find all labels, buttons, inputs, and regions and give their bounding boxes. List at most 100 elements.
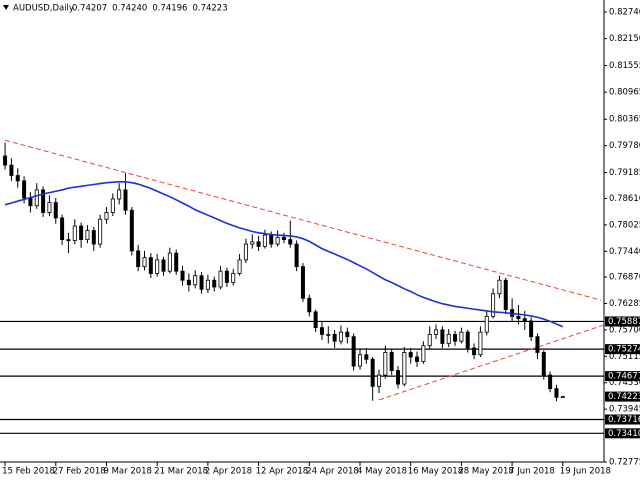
candle-body: [446, 334, 451, 344]
candle-body: [275, 236, 280, 245]
candle-body: [186, 279, 191, 286]
candle-body: [123, 189, 128, 211]
header-value: 0.74240: [112, 4, 147, 14]
candle-body: [60, 217, 65, 240]
candle-body: [79, 225, 84, 240]
candle-body: [503, 279, 508, 310]
candle-body: [15, 175, 20, 182]
candle-body: [256, 241, 261, 247]
candle-body: [167, 252, 172, 272]
level-label-box: [605, 316, 640, 327]
candle-body: [408, 352, 413, 358]
candle-body: [434, 329, 439, 335]
candle-body: [560, 396, 565, 399]
candle-body: [364, 354, 369, 360]
level-label-box: [605, 414, 640, 425]
x-tick-label: 15 Feb 2018: [2, 467, 55, 477]
header-value: 0.74223: [192, 4, 227, 14]
trend-line: [4, 139, 601, 301]
y-tick-label: 0.81555: [609, 61, 640, 71]
candle-body: [535, 336, 540, 353]
candle-body: [224, 270, 229, 283]
candle-body: [465, 331, 470, 349]
candle-body: [47, 202, 52, 213]
candle-body: [383, 352, 388, 376]
y-tick-label: 0.78025: [609, 220, 640, 230]
bid-label-box: [605, 391, 640, 402]
x-tick-label: 24 Apr 2018: [306, 467, 359, 477]
candle-body: [357, 354, 362, 367]
candle-body: [22, 180, 27, 199]
candle-body: [319, 327, 324, 335]
y-tick-label: 0.79185: [609, 168, 640, 178]
candle-body: [91, 230, 96, 245]
candle-body: [338, 331, 343, 342]
level-label: 0.75274: [608, 345, 640, 355]
candle-body: [440, 329, 445, 344]
candle-body: [9, 164, 14, 176]
candle-body: [205, 279, 210, 290]
y-tick-label: 0.80965: [609, 88, 640, 98]
candle-body: [453, 334, 458, 342]
chart-title: AUDUSD,Daily: [13, 4, 74, 14]
candle-body: [421, 345, 426, 362]
candle-body: [117, 189, 122, 200]
candle-body: [142, 257, 147, 268]
candle-body: [262, 234, 267, 247]
candle-body: [237, 259, 242, 274]
candle-body: [497, 279, 502, 295]
candle-body: [110, 198, 115, 213]
level-label: 0.73410: [608, 429, 640, 439]
candle-body: [41, 189, 46, 213]
candle-body: [28, 197, 33, 207]
bid-label: 0.74223: [608, 392, 640, 402]
level-label-box: [605, 371, 640, 382]
x-tick-label: 21 Mar 2018: [154, 467, 208, 477]
x-tick-label: 27 Feb 2018: [53, 467, 106, 477]
candle-body: [377, 374, 382, 387]
x-tick-label: 2 Apr 2018: [205, 467, 252, 477]
header-value: 0.74207: [72, 4, 107, 14]
y-tick-label: 0.73945: [609, 405, 640, 415]
candle-body: [174, 252, 179, 272]
candle-body: [199, 275, 204, 290]
header-value: 0.74196: [152, 4, 187, 14]
candle-body: [155, 259, 160, 274]
candle-body: [351, 336, 356, 367]
moving-average: [4, 180, 564, 328]
candle-body: [161, 259, 166, 272]
y-tick-label: 0.80365: [609, 115, 640, 125]
chart-menu-icon[interactable]: [3, 5, 9, 10]
candle-body: [370, 358, 375, 387]
candle-body: [85, 230, 90, 240]
candle-body: [307, 297, 312, 313]
level-label-box: [605, 428, 640, 439]
x-tick-label: 7 Jun 2018: [509, 467, 555, 477]
candle-body: [326, 334, 331, 336]
candle-body: [3, 155, 8, 166]
candle-body: [345, 331, 350, 338]
candle-body: [554, 388, 559, 398]
candle-body: [129, 209, 134, 252]
candle-body: [389, 352, 394, 371]
candle-body: [300, 266, 305, 299]
candle-body: [66, 239, 71, 241]
candle-body: [541, 352, 546, 376]
x-tick-label: 19 Jun 2018: [560, 467, 611, 477]
x-tick-label: 12 Apr 2018: [256, 467, 309, 477]
candle-body: [288, 239, 293, 245]
level-label: 0.74677: [608, 372, 640, 382]
x-tick-label: 28 May 2018: [458, 467, 513, 477]
candle-body: [332, 334, 337, 342]
level-label-box: [605, 344, 640, 355]
candle-body: [193, 275, 198, 286]
candle-body: [231, 273, 236, 283]
candle-body: [136, 250, 141, 268]
y-tick-label: 0.75115: [609, 352, 640, 362]
